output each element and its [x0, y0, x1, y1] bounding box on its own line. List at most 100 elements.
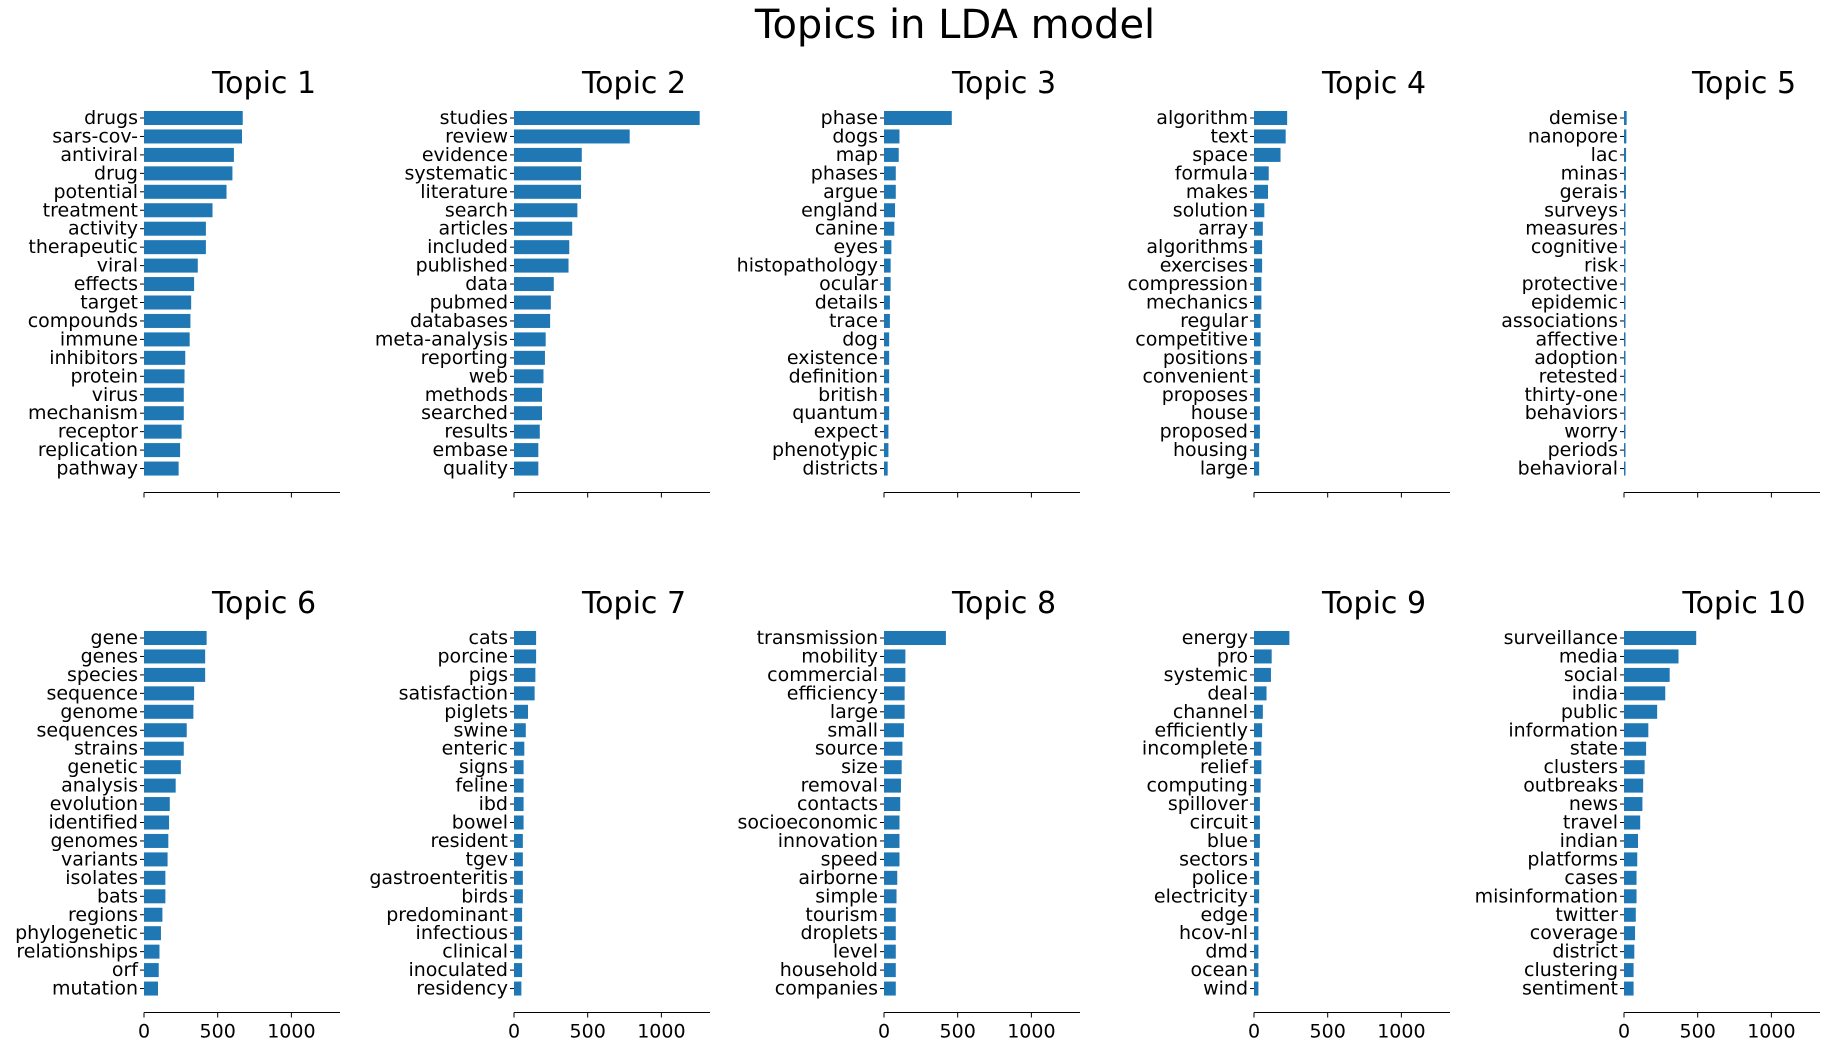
word-label: news [1569, 793, 1618, 815]
word-label: dmd [1205, 941, 1248, 963]
word-label: formula [1175, 162, 1248, 184]
word-label: hcov-nl [1179, 922, 1248, 944]
topic-bar [1624, 667, 1670, 682]
topic-bar [1254, 387, 1260, 402]
topic-bar [1254, 350, 1261, 365]
topic-bar [514, 295, 551, 310]
x-tick-label: 0 [1248, 1021, 1260, 1043]
topic-bar [144, 129, 242, 144]
topic-bar [1254, 760, 1262, 775]
word-label: effects [74, 273, 138, 295]
word-label: databases [410, 310, 508, 332]
word-label: antiviral [60, 144, 138, 166]
topic-bar [144, 313, 191, 328]
word-label: bowel [452, 812, 508, 834]
topic-bar [1254, 258, 1263, 273]
topic-bar [144, 240, 206, 255]
x-tick-label: 500 [940, 1021, 976, 1043]
topic-bar [514, 649, 537, 664]
topic-bar [1254, 277, 1262, 292]
word-label: social [1564, 664, 1618, 686]
word-label: transmission [757, 627, 878, 649]
word-label: adoption [1534, 347, 1618, 369]
word-label: mechanism [28, 402, 138, 424]
word-label: genetic [67, 756, 138, 778]
word-label: search [445, 199, 508, 221]
word-label: pro [1217, 645, 1248, 667]
topic-bar [1624, 387, 1626, 402]
word-label: therapeutic [28, 236, 138, 258]
word-label: canine [815, 218, 878, 240]
word-label: virus [92, 384, 138, 406]
word-label: isolates [65, 867, 138, 889]
topic-bar [514, 944, 523, 959]
word-label: media [1559, 645, 1618, 667]
topic-bar [144, 443, 181, 458]
word-label: quantum [792, 402, 878, 424]
word-label: piglets [444, 701, 508, 723]
topic-bar [144, 406, 184, 421]
topic-bar [144, 332, 190, 347]
word-label: blue [1207, 830, 1248, 852]
word-label: proposed [1160, 421, 1248, 443]
word-label: infectious [416, 922, 508, 944]
x-tick-label: 1000 [637, 1021, 685, 1043]
topic-panel: Topic 8 transmissionmobilitycommercialeff… [737, 586, 1080, 1043]
topic-bar [884, 406, 890, 421]
topic-bar [144, 461, 179, 476]
word-label: clinical [442, 941, 508, 963]
topic-bar [884, 424, 889, 439]
word-label: methods [425, 384, 508, 406]
topic-bar [514, 258, 569, 273]
panel-title: Topic 1 [211, 66, 316, 101]
word-label: level [833, 941, 878, 963]
x-tick-label: 500 [200, 1021, 236, 1043]
word-label: behavioral [1518, 458, 1618, 480]
word-label: efficiently [1155, 719, 1249, 741]
panel-title: Topic 10 [1681, 586, 1805, 621]
word-label: gastroenteritis [369, 867, 508, 889]
word-label: solution [1173, 199, 1248, 221]
topic-panels: Topic 1 drugssars-cov-antiviraldrugpotent… [15, 66, 1820, 1043]
word-label: text [1211, 125, 1249, 147]
word-label: household [780, 959, 878, 981]
word-label: epidemic [1531, 292, 1618, 314]
word-label: eyes [833, 236, 878, 258]
topic-bar [144, 111, 243, 125]
word-label: potential [53, 181, 138, 203]
topic-bar [514, 760, 524, 775]
topic-bar [1624, 313, 1626, 328]
word-label: cases [1564, 867, 1618, 889]
topic-bar [884, 870, 898, 885]
word-label: computing [1146, 775, 1248, 797]
word-label: trace [829, 310, 878, 332]
topic-bar [144, 295, 192, 310]
topic-bar [1254, 778, 1261, 793]
topic-bar [144, 889, 166, 904]
word-label: phylogenetic [15, 922, 138, 944]
topic-bar [1254, 111, 1288, 125]
topic-bar [1254, 332, 1261, 347]
word-label: socioeconomic [737, 812, 878, 834]
word-label: coverage [1530, 922, 1618, 944]
word-label: proposes [1162, 384, 1248, 406]
topic-bar [1624, 797, 1643, 812]
topic-bar [144, 369, 185, 384]
word-label: pigs [469, 664, 508, 686]
word-label: contacts [797, 793, 878, 815]
topic-bar [514, 369, 544, 384]
topic-bar [1624, 258, 1626, 273]
topic-bar [884, 147, 899, 162]
word-label: sentiment [1522, 978, 1618, 1000]
topic-bar [1624, 649, 1679, 664]
topic-bar [144, 852, 168, 867]
word-label: incomplete [1142, 738, 1248, 760]
topic-bar [884, 350, 890, 365]
word-label: residency [416, 978, 508, 1000]
panel-title: Topic 6 [211, 586, 316, 621]
topic-bar [514, 667, 536, 682]
topic-bar [144, 907, 163, 922]
word-label: feline [455, 775, 508, 797]
topic-bar [1624, 406, 1626, 421]
topic-bar [514, 277, 554, 292]
